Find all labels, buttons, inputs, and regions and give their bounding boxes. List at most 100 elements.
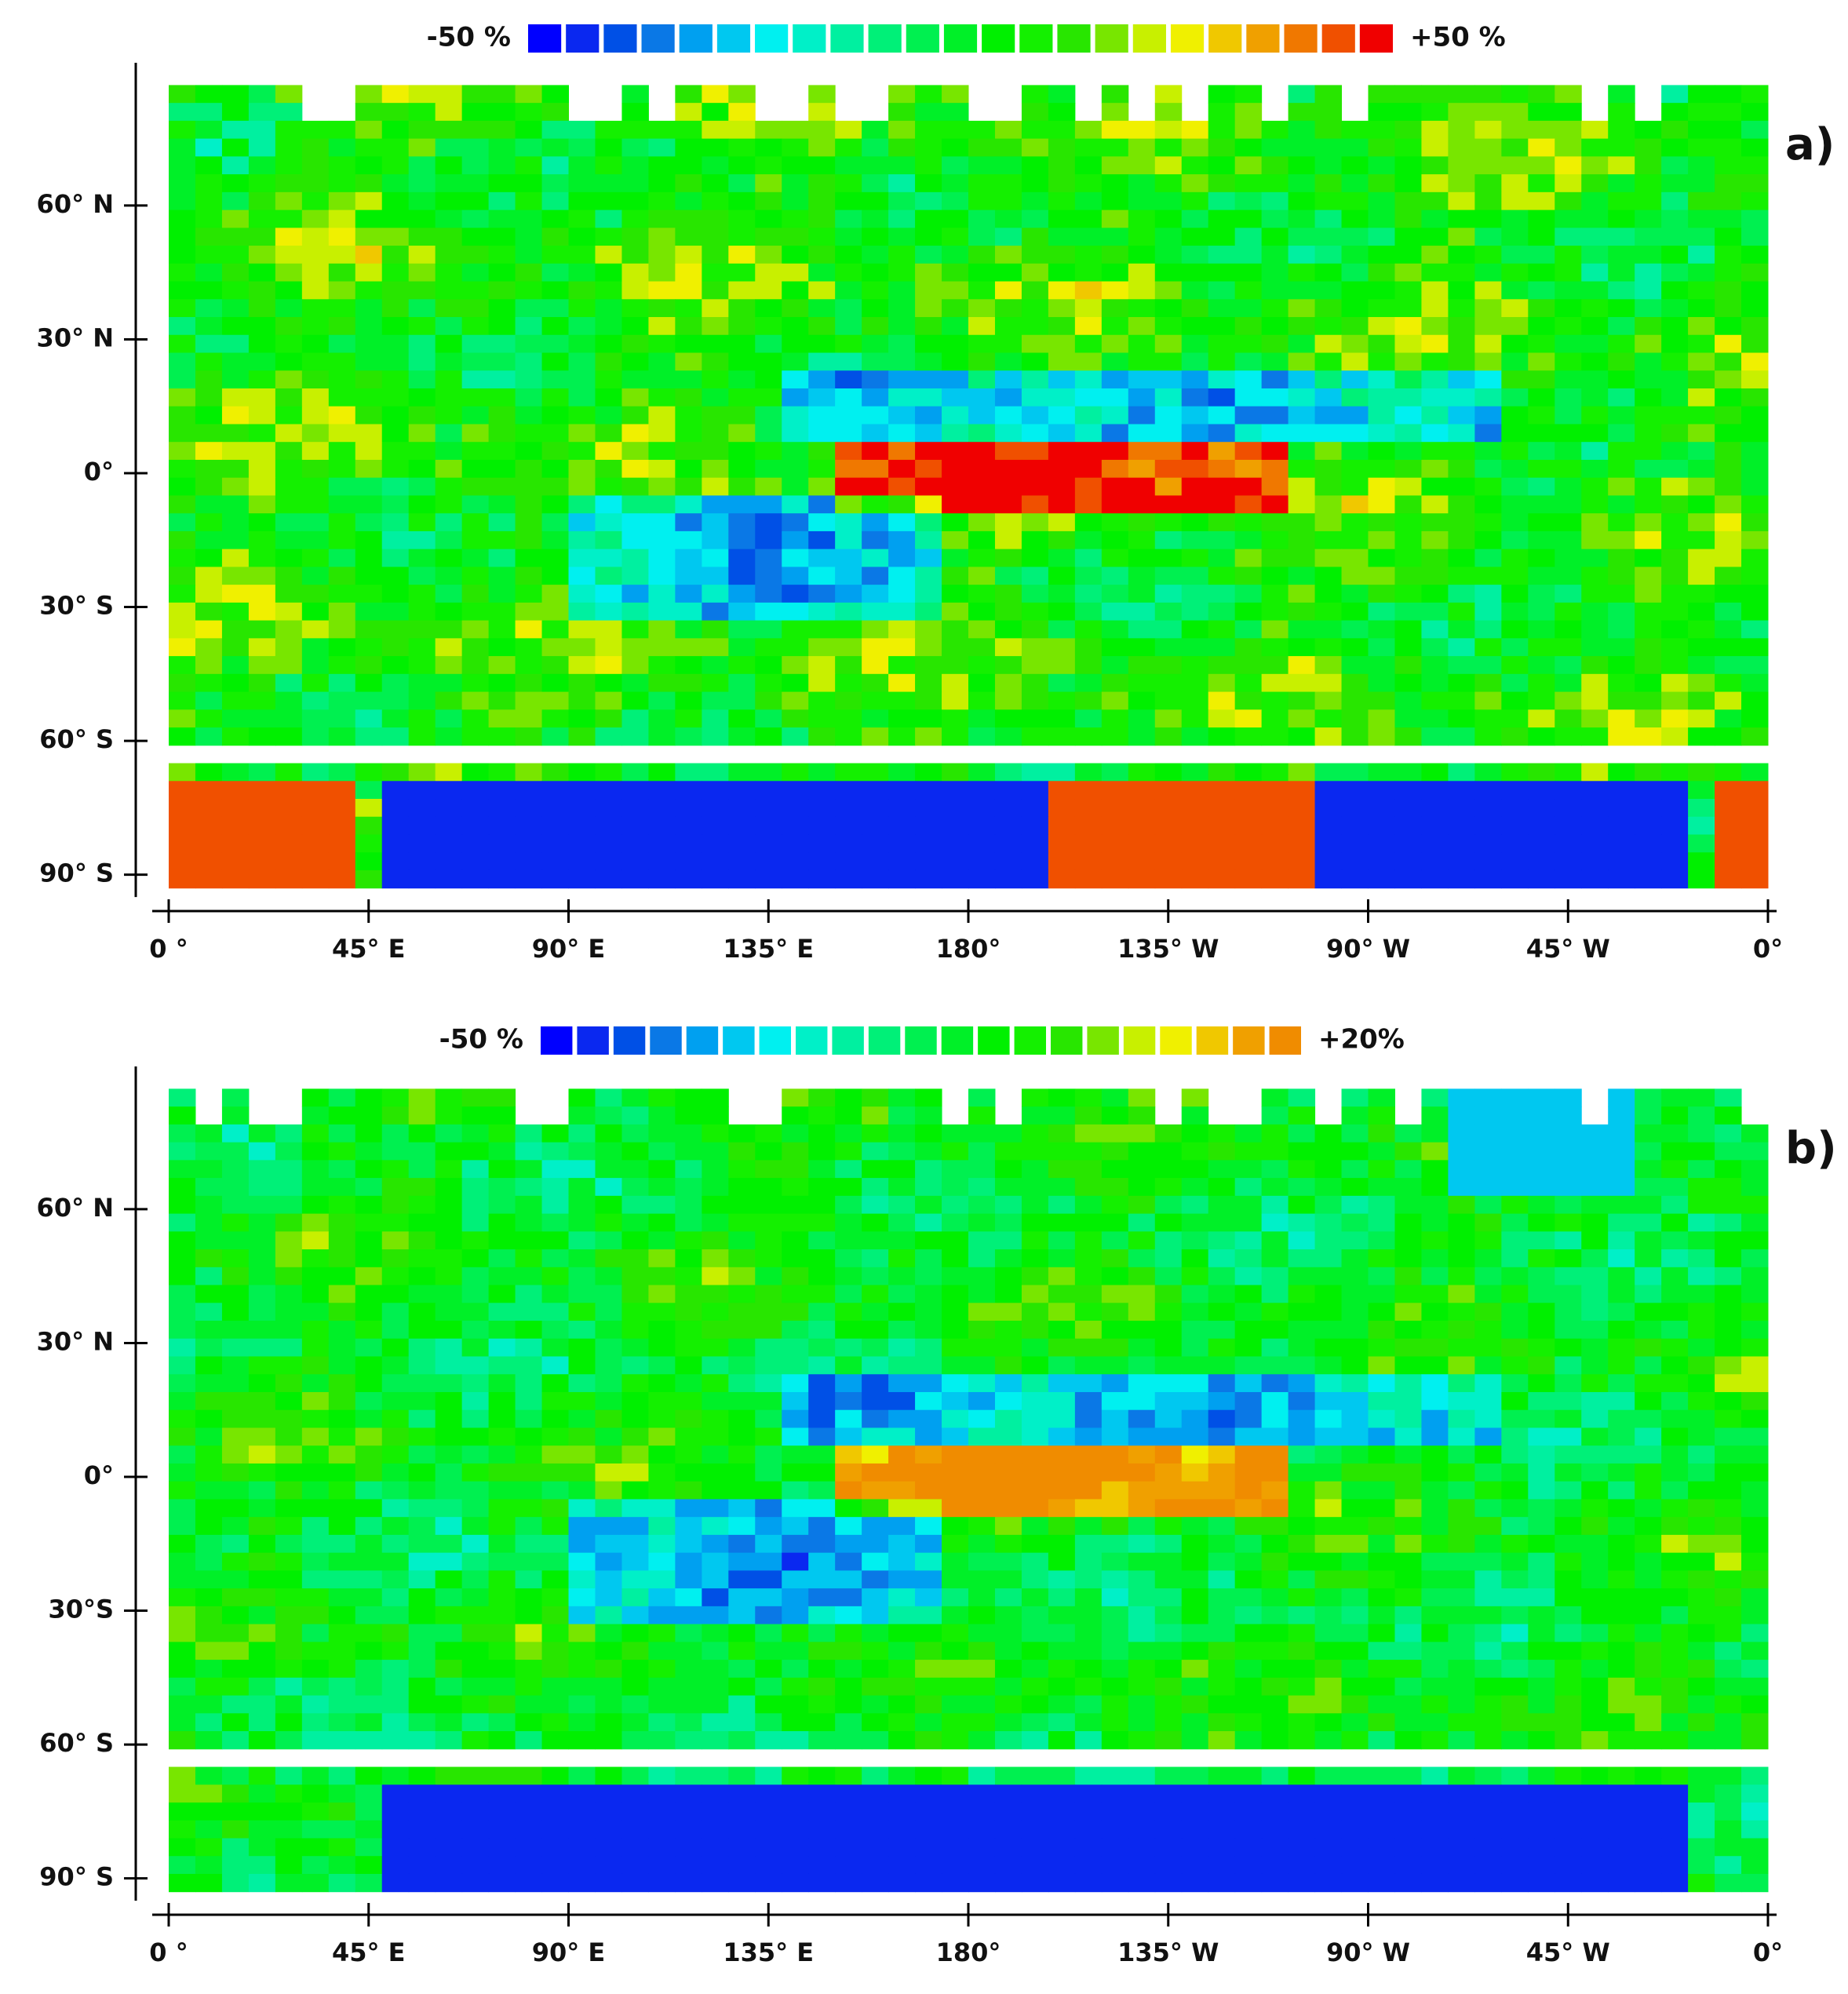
- map-cell: [888, 1660, 916, 1679]
- map-cell: [541, 156, 569, 175]
- map-cell: [1394, 1481, 1422, 1500]
- map-cell: [1688, 228, 1715, 246]
- map-cell: [782, 1195, 809, 1215]
- map-cell: [541, 1267, 569, 1286]
- map-cell: [595, 191, 622, 211]
- map-cell: [541, 1178, 569, 1197]
- map-cell: [1688, 656, 1715, 675]
- map-cell: [1528, 1570, 1555, 1589]
- map-cell: [782, 1642, 809, 1660]
- map-cell: [702, 1624, 729, 1642]
- map-cell: [515, 1321, 543, 1340]
- map-cell: [408, 1499, 436, 1518]
- map-cell: [1501, 1481, 1529, 1500]
- map-cell: [915, 1409, 942, 1428]
- map-cell: [1314, 334, 1343, 354]
- map-cell: [595, 138, 622, 157]
- map-cell: [355, 620, 383, 639]
- map-cell: [1581, 1784, 1609, 1803]
- map-cell: [568, 1356, 596, 1375]
- map-cell: [994, 1481, 1022, 1500]
- map-cell: [1208, 1427, 1236, 1446]
- map-cell: [1421, 1606, 1449, 1625]
- map-cell: [275, 442, 303, 461]
- map-cell: [808, 352, 836, 371]
- map-cell: [1581, 495, 1609, 514]
- map-cell: [1635, 1321, 1662, 1340]
- map-cell: [1394, 638, 1422, 657]
- map-cell: [1314, 1660, 1343, 1679]
- map-cell: [1181, 370, 1209, 389]
- map-cell: [1128, 691, 1156, 710]
- map-cell: [1741, 834, 1769, 853]
- map-cell: [169, 352, 196, 371]
- map-cell: [355, 1677, 383, 1697]
- map-cell: [195, 567, 223, 585]
- map-cell: [1741, 1267, 1769, 1286]
- map-cell: [675, 834, 702, 853]
- map-cell: [1128, 1427, 1156, 1446]
- map-cell: [515, 1213, 543, 1232]
- map-cell: [888, 388, 916, 407]
- map-cell: [195, 370, 223, 389]
- map-cell: [1635, 691, 1662, 710]
- map-cell: [461, 388, 490, 407]
- map-cell: [248, 1142, 276, 1161]
- map-cell: [915, 1178, 942, 1197]
- map-cell: [1421, 1499, 1449, 1518]
- map-cell: [782, 1713, 809, 1732]
- map-cell: [541, 1285, 569, 1303]
- map-cell: [835, 1445, 862, 1464]
- map-cell: [568, 191, 596, 211]
- map-cell: [942, 334, 969, 354]
- map-cell: [1501, 869, 1529, 889]
- map-cell: [1154, 370, 1183, 389]
- map-cell: [1394, 1517, 1422, 1536]
- map-cell: [1154, 1784, 1183, 1803]
- map-cell: [728, 406, 756, 425]
- map-cell: [968, 1499, 996, 1518]
- map-cell: [595, 1695, 622, 1714]
- map-cell: [1048, 138, 1076, 157]
- map-cell: [488, 1534, 516, 1554]
- map-cell: [1715, 352, 1742, 371]
- map-cell: [355, 442, 383, 461]
- map-cell: [702, 656, 729, 675]
- map-cell: [675, 1713, 702, 1732]
- map-cell: [1421, 638, 1449, 657]
- map-cell: [1154, 1731, 1183, 1750]
- map-cell: [1154, 1142, 1183, 1161]
- map-cell: [675, 620, 702, 639]
- map-cell: [1021, 246, 1049, 264]
- map-cell: [782, 1374, 809, 1393]
- map-cell: [1048, 834, 1076, 853]
- map-cell: [1741, 191, 1769, 211]
- map-cell: [568, 1552, 596, 1571]
- map-cell: [702, 299, 729, 318]
- map-cell: [862, 1624, 889, 1642]
- map-cell: [1715, 602, 1742, 622]
- map-cell: [1288, 691, 1316, 710]
- map-cell: [1128, 317, 1156, 336]
- map-cell: [1661, 1695, 1689, 1714]
- map-cell: [994, 424, 1022, 443]
- map-cell: [1341, 567, 1369, 585]
- map-cell: [515, 370, 543, 389]
- map-cell: [1501, 1374, 1529, 1393]
- map-cell: [1688, 1642, 1715, 1660]
- map-cell: [221, 442, 250, 461]
- map-cell: [435, 1713, 463, 1732]
- map-cell: [621, 1677, 649, 1697]
- map-cell: [1101, 1642, 1129, 1660]
- map-cell: [862, 1588, 889, 1607]
- map-cell: [862, 1695, 889, 1714]
- map-cell: [1448, 120, 1475, 140]
- map-cell: [381, 1517, 410, 1536]
- map-cell: [1421, 1303, 1449, 1321]
- map-cell: [782, 120, 809, 140]
- map-cell: [1261, 763, 1289, 782]
- map-cell: [808, 228, 836, 246]
- map-cell: [1581, 709, 1609, 728]
- map-cell: [702, 1731, 729, 1750]
- map-cell: [1448, 799, 1475, 818]
